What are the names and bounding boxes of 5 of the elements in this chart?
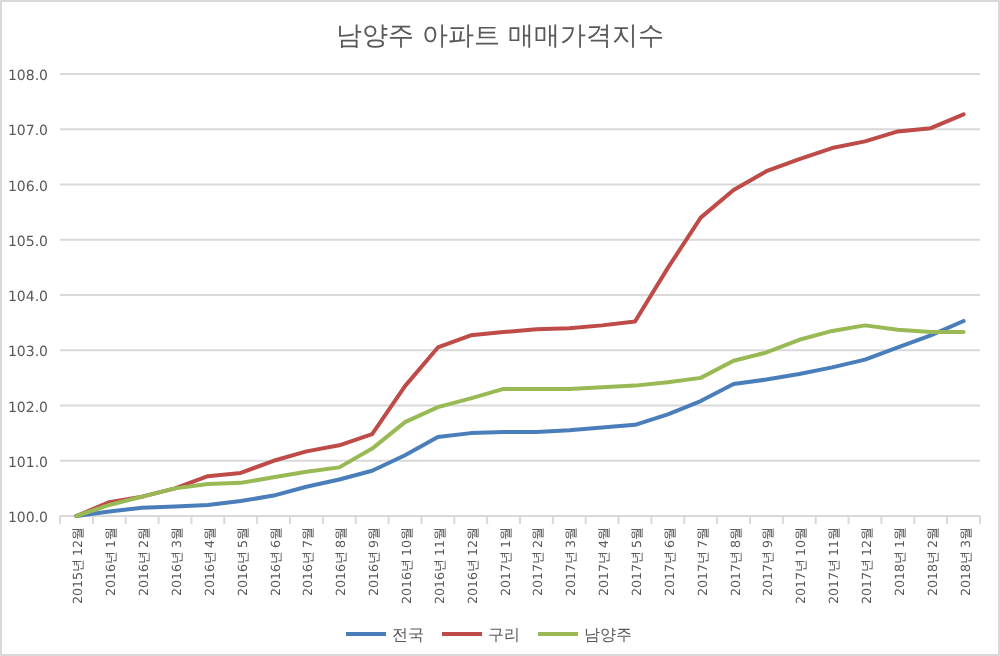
legend-label: 구리	[488, 626, 520, 644]
line-series	[74, 112, 966, 518]
legend-label: 전국	[392, 626, 424, 644]
legend-label: 남양주	[584, 626, 632, 644]
chart-title: 남양주 아파트 매매가격지수	[335, 22, 665, 52]
